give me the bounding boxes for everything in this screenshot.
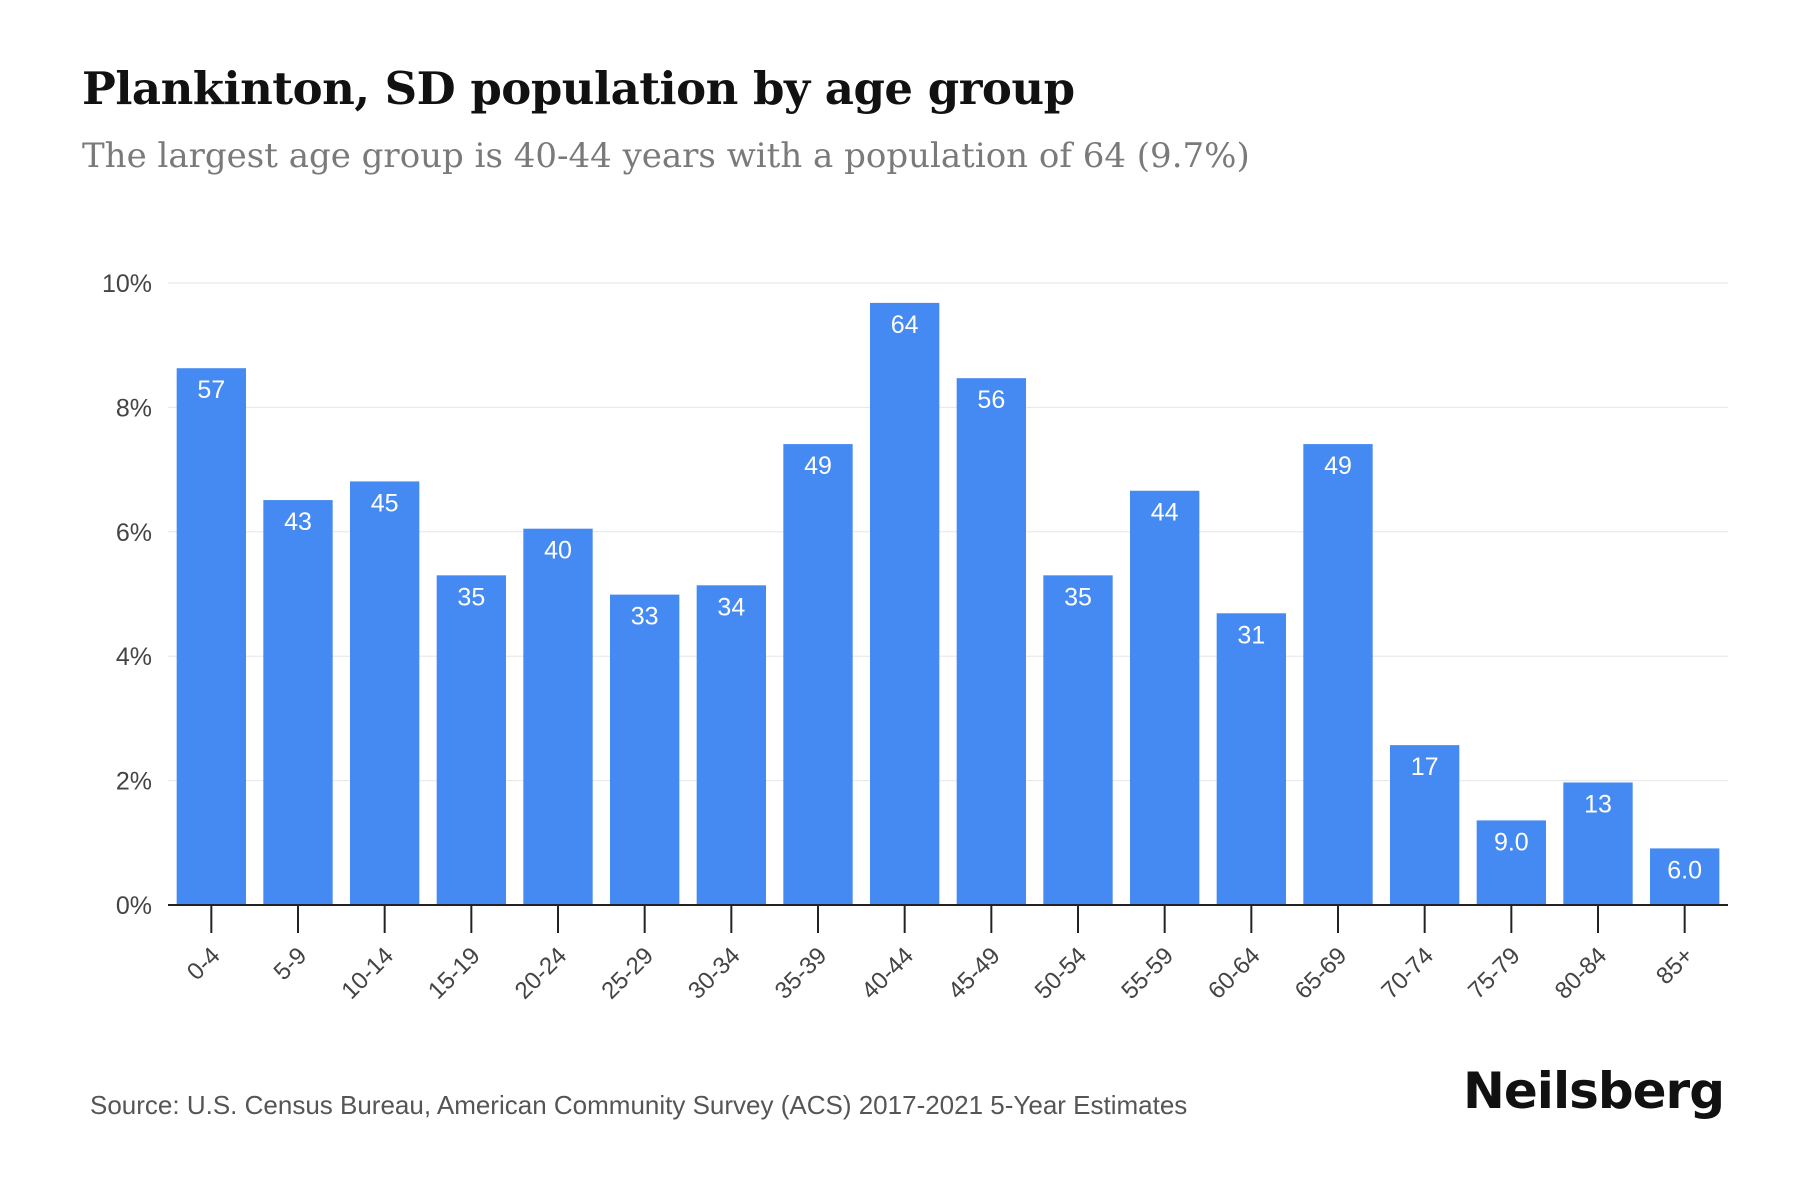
brand-logo: Neilsberg: [1463, 1062, 1725, 1120]
bar-25-29: [610, 594, 680, 905]
bar-value-label: 40: [544, 537, 572, 565]
bar-value-label: 17: [1411, 753, 1439, 781]
bar-value-label: 49: [1324, 452, 1352, 480]
y-tick-label: 2%: [116, 768, 152, 796]
bar-value-label: 31: [1237, 621, 1265, 649]
x-tick-label: 5-9: [269, 942, 313, 986]
bar-value-label: 6.0: [1667, 856, 1702, 884]
bar-70-74: [1390, 745, 1460, 905]
bar-20-24: [523, 528, 593, 905]
bar-value-label: 34: [717, 593, 745, 621]
bar-value-label: 43: [284, 508, 312, 536]
bar-value-label: 9.0: [1494, 828, 1529, 856]
bar-45-49: [956, 378, 1026, 905]
bar-value-label: 64: [891, 311, 919, 339]
x-tick-label: 65-69: [1290, 942, 1353, 1005]
bar-75-79: [1476, 820, 1546, 905]
bar-50-54: [1043, 575, 1113, 905]
bars: 57 43 45 35 40 33 34 49 64 56 35 44 31 49 17 9.0 13 6.0: [176, 302, 1720, 905]
bar-40-44: [870, 302, 940, 905]
bar-value-label: 33: [631, 603, 659, 631]
bar-0-4: [176, 368, 246, 905]
bar-10-14: [350, 481, 420, 905]
bar-value-label: 44: [1151, 499, 1179, 527]
bar-chart: 57 43 45 35 40 33 34 49 64 56 35 44 31 49 17 9.0 13 6.0 0…: [102, 270, 1728, 1005]
x-tick-label: 0-4: [182, 942, 226, 986]
x-tick-label: 80-84: [1550, 942, 1613, 1005]
x-tick-label: 60-64: [1203, 942, 1266, 1005]
source-note: Source: U.S. Census Bureau, American Com…: [90, 1090, 1188, 1120]
x-tick-label: 20-24: [510, 942, 573, 1005]
grid-lines: [168, 282, 1728, 782]
bar-60-64: [1216, 613, 1286, 905]
bar-30-34: [696, 585, 766, 905]
bar-35-39: [783, 444, 853, 905]
x-tick-label: 30-34: [683, 942, 746, 1005]
chart-title: Plankinton, SD population by age group: [82, 62, 1075, 115]
bar-value-label: 35: [457, 583, 485, 611]
y-tick-label: 8%: [116, 394, 152, 422]
y-tick-label: 10%: [102, 270, 152, 298]
x-tick-label: 70-74: [1376, 942, 1439, 1005]
x-tick-label: 40-44: [856, 942, 919, 1005]
bar-55-59: [1130, 490, 1200, 905]
bar-value-label: 13: [1584, 790, 1612, 818]
bar-65-69: [1303, 444, 1373, 905]
x-tick-label: 55-59: [1116, 942, 1179, 1005]
bar-15-19: [436, 575, 506, 905]
bar-80-84: [1563, 782, 1633, 905]
bar-value-label: 45: [371, 489, 399, 517]
x-tick-label: 25-29: [596, 942, 659, 1005]
x-tick-label: 85+: [1651, 942, 1699, 990]
bar-value-label: 35: [1064, 583, 1092, 611]
bar-value-label: 49: [804, 452, 832, 480]
chart-subtitle: The largest age group is 40-44 years wit…: [82, 136, 1250, 176]
x-tick-label: 35-39: [770, 942, 833, 1005]
bar-85+: [1650, 848, 1720, 905]
bar-5-9: [263, 500, 333, 905]
x-tick-label: 15-19: [423, 942, 486, 1005]
y-tick-label: 6%: [116, 519, 152, 547]
bar-value-label: 56: [977, 386, 1005, 414]
x-tick-label: 75-79: [1463, 942, 1526, 1005]
y-tick-label: 4%: [116, 643, 152, 671]
x-tick-label: 50-54: [1030, 942, 1093, 1005]
x-tick-label: 45-49: [943, 942, 1006, 1005]
y-tick-label: 0%: [116, 892, 152, 920]
x-tick-label: 10-14: [336, 942, 399, 1005]
bar-value-label: 57: [197, 376, 225, 404]
